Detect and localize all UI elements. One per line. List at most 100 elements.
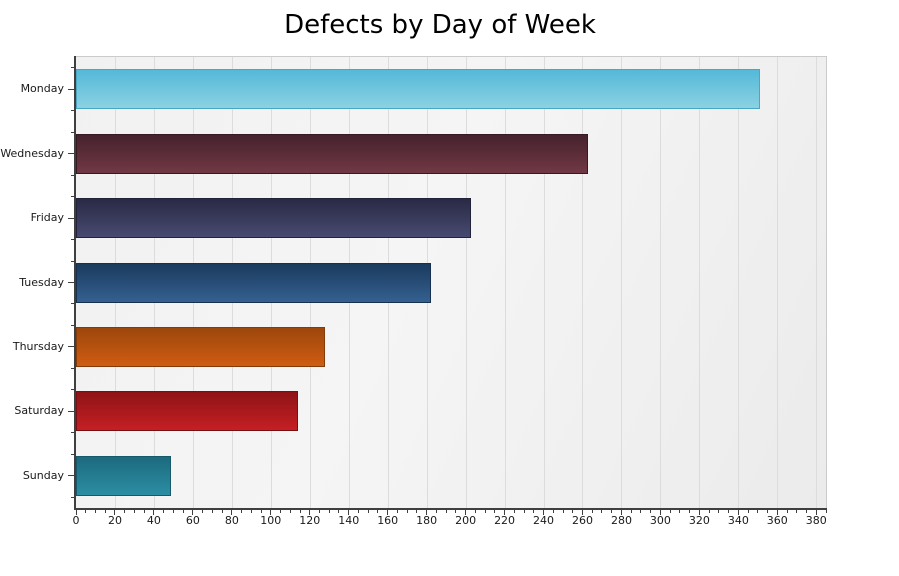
gridline-x-320 bbox=[699, 57, 701, 508]
y-minor-tick-3-0 bbox=[71, 260, 74, 262]
y-minor-tick-3-1 bbox=[71, 303, 74, 305]
x-major-tick-60 bbox=[192, 510, 194, 515]
x-major-tick-220 bbox=[504, 510, 506, 515]
x-axis-label-320: 320 bbox=[688, 514, 710, 527]
x-axis-label-60: 60 bbox=[185, 514, 200, 527]
x-minor-tick-145 bbox=[357, 510, 359, 513]
x-minor-tick-370 bbox=[796, 510, 798, 513]
gridline-x-340 bbox=[738, 57, 740, 508]
y-minor-tick-5-0 bbox=[71, 389, 74, 391]
x-minor-tick-35 bbox=[143, 510, 145, 513]
x-minor-tick-215 bbox=[494, 510, 496, 513]
x-minor-tick-190 bbox=[445, 510, 447, 513]
x-axis-label-220: 220 bbox=[494, 514, 516, 527]
y-axis-label-friday: Friday bbox=[30, 211, 64, 225]
x-minor-tick-65 bbox=[202, 510, 204, 513]
x-major-tick-80 bbox=[231, 510, 233, 515]
x-axis-label-40: 40 bbox=[146, 514, 161, 527]
x-minor-tick-225 bbox=[513, 510, 515, 513]
x-minor-tick-210 bbox=[484, 510, 486, 513]
x-major-tick-360 bbox=[776, 510, 778, 515]
x-major-tick-180 bbox=[426, 510, 428, 515]
x-minor-tick-375 bbox=[806, 510, 808, 513]
x-major-tick-140 bbox=[348, 510, 350, 515]
x-axis-label-200: 200 bbox=[455, 514, 477, 527]
y-axis-label-tuesday: Tuesday bbox=[19, 275, 64, 289]
x-minor-tick-385 bbox=[825, 510, 827, 513]
x-axis-label-180: 180 bbox=[416, 514, 438, 527]
x-minor-tick-365 bbox=[786, 510, 788, 513]
x-minor-tick-55 bbox=[182, 510, 184, 513]
x-axis-label-0: 0 bbox=[72, 514, 80, 527]
x-minor-tick-265 bbox=[591, 510, 593, 513]
x-minor-tick-305 bbox=[669, 510, 671, 513]
bar-sunday bbox=[76, 455, 172, 496]
x-axis-label-340: 340 bbox=[727, 514, 749, 527]
x-major-tick-340 bbox=[737, 510, 739, 515]
gridline-x-300 bbox=[660, 57, 662, 508]
x-minor-tick-50 bbox=[172, 510, 174, 513]
x-minor-tick-275 bbox=[611, 510, 613, 513]
x-major-tick-200 bbox=[465, 510, 467, 515]
y-minor-tick-0-1 bbox=[71, 110, 74, 112]
x-minor-tick-110 bbox=[289, 510, 291, 513]
y-major-tick-wednesday bbox=[68, 153, 74, 155]
x-major-tick-240 bbox=[543, 510, 545, 515]
gridline-x-200 bbox=[465, 57, 467, 508]
x-minor-tick-25 bbox=[124, 510, 126, 513]
x-minor-tick-10 bbox=[94, 510, 96, 513]
y-minor-tick-4-1 bbox=[71, 367, 74, 369]
x-minor-tick-70 bbox=[211, 510, 213, 513]
y-major-tick-friday bbox=[68, 217, 74, 219]
x-minor-tick-325 bbox=[708, 510, 710, 513]
gridline-x-360 bbox=[777, 57, 779, 508]
x-minor-tick-5 bbox=[85, 510, 87, 513]
x-major-tick-20 bbox=[114, 510, 116, 515]
x-minor-tick-245 bbox=[552, 510, 554, 513]
x-minor-tick-290 bbox=[640, 510, 642, 513]
x-major-tick-380 bbox=[815, 510, 817, 515]
y-major-tick-sunday bbox=[68, 475, 74, 477]
y-minor-tick-1-1 bbox=[71, 174, 74, 176]
x-minor-tick-170 bbox=[406, 510, 408, 513]
x-axis-line bbox=[74, 508, 827, 510]
x-axis-label-120: 120 bbox=[299, 514, 321, 527]
x-major-tick-120 bbox=[309, 510, 311, 515]
x-major-tick-280 bbox=[620, 510, 622, 515]
chart-title: Defects by Day of Week bbox=[284, 10, 596, 40]
x-minor-tick-90 bbox=[250, 510, 252, 513]
x-major-tick-0 bbox=[75, 510, 77, 515]
x-axis-label-160: 160 bbox=[377, 514, 399, 527]
x-minor-tick-125 bbox=[319, 510, 320, 513]
bar-monday bbox=[76, 69, 760, 110]
x-minor-tick-75 bbox=[221, 510, 223, 513]
x-axis-label-280: 280 bbox=[610, 514, 632, 527]
x-major-tick-260 bbox=[581, 510, 583, 515]
x-minor-tick-105 bbox=[280, 510, 282, 513]
x-minor-tick-310 bbox=[679, 510, 681, 513]
x-minor-tick-315 bbox=[689, 510, 691, 513]
bar-saturday bbox=[76, 391, 299, 432]
gridline-x-220 bbox=[504, 57, 506, 508]
x-minor-tick-15 bbox=[104, 510, 106, 513]
x-minor-tick-195 bbox=[455, 510, 457, 513]
x-major-tick-320 bbox=[698, 510, 700, 515]
x-axis-label-240: 240 bbox=[533, 514, 555, 527]
x-major-tick-100 bbox=[270, 510, 272, 515]
x-major-tick-300 bbox=[659, 510, 661, 515]
gridline-x-260 bbox=[582, 57, 584, 508]
bar-tuesday bbox=[76, 262, 431, 303]
bar-wednesday bbox=[76, 133, 589, 174]
x-minor-tick-45 bbox=[163, 510, 165, 513]
bar-friday bbox=[76, 198, 472, 239]
y-minor-tick-0-0 bbox=[71, 67, 74, 69]
x-axis-label-100: 100 bbox=[260, 514, 282, 527]
x-minor-tick-30 bbox=[133, 510, 135, 513]
x-axis-label-140: 140 bbox=[338, 514, 360, 527]
gridline-x-280 bbox=[621, 57, 623, 508]
x-axis-label-360: 360 bbox=[766, 514, 788, 527]
y-major-tick-saturday bbox=[68, 410, 74, 412]
x-minor-tick-350 bbox=[757, 510, 759, 513]
x-axis-label-260: 260 bbox=[571, 514, 593, 527]
